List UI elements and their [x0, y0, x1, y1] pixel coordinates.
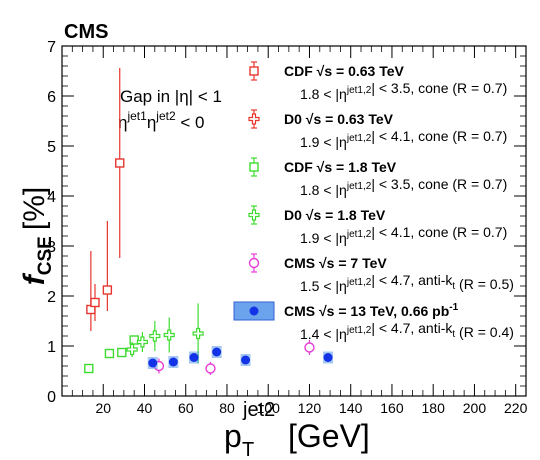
legend-detail: 1.4 < |ηjet1,2| < 4.7, anti-kt (R = 0.4) — [300, 320, 514, 342]
x-tick-label: 40 — [137, 400, 153, 416]
y-tick-label: 3 — [47, 239, 56, 256]
legend-title: CMS √s = 13 TeV, 0.66 pb-1 — [284, 302, 459, 319]
x-axis-label: p jet2 T [GeV] — [224, 399, 370, 460]
x-tick-label: 140 — [339, 400, 363, 416]
data-point — [192, 327, 204, 340]
data-point — [163, 329, 175, 341]
selection-annotation: Gap in |η| < 1 ηjet1ηjet2 < 0 — [118, 87, 222, 132]
x-tick-label: 160 — [380, 400, 404, 416]
legend-detail: 1.8 < |ηjet1,2| < 3.5, cone (R = 0.7) — [300, 176, 507, 198]
y-tick-label: 6 — [47, 89, 56, 106]
x-label-sub: T — [242, 439, 254, 460]
data-point — [136, 336, 149, 348]
annotation-line2: ηjet1ηjet2 < 0 — [118, 109, 205, 132]
data-point — [241, 355, 251, 365]
data-series — [84, 335, 139, 374]
legend-entry: CMS √s = 13 TeV, 0.66 pb-11.4 < |ηjet1,2… — [233, 301, 514, 342]
data-point — [102, 285, 113, 295]
y-tick-label: 5 — [47, 139, 56, 156]
experiment-label: CMS — [64, 21, 108, 43]
x-tick-label: 80 — [219, 400, 235, 416]
legend-title: CDF √s = 1.8 TeV — [284, 159, 397, 175]
data-point — [212, 347, 222, 357]
legend-detail: 1.5 < |ηjet1,2| < 4.7, anti-kt (R = 0.5) — [300, 272, 514, 294]
data-point — [248, 209, 260, 221]
y-tick-label: 0 — [47, 389, 56, 406]
legend-detail: 1.8 < |ηjet1,2| < 3.5, cone (R = 0.7) — [300, 80, 507, 102]
x-tick-label: 20 — [95, 400, 111, 416]
x-tick-label: 180 — [422, 400, 446, 416]
legend-title: CMS √s = 7 TeV — [284, 255, 387, 271]
svg-text:fCSE[%]: fCSE [%] — [18, 187, 56, 285]
axes: 0 1 2 3 4 5 6 7 20 40 60 80 100 120 140 160 180 200 220 — [47, 39, 527, 416]
y-tick-label: 2 — [47, 289, 56, 306]
data-point — [115, 158, 125, 168]
y-label-sub: CSE — [35, 236, 56, 275]
data-point — [249, 162, 259, 172]
data-point — [84, 363, 94, 374]
x-tick-label: 200 — [463, 400, 487, 416]
annotation-line1: Gap in |η| < 1 — [120, 87, 222, 106]
data-point — [205, 363, 216, 374]
x-tick-label: 220 — [504, 400, 528, 416]
data-point — [149, 330, 161, 342]
data-point — [248, 113, 260, 125]
x-tick-label: 60 — [178, 400, 194, 416]
legend-title: CDF √s = 0.63 TeV — [284, 63, 405, 79]
x-label-sup: jet2 — [242, 399, 275, 421]
x-tick-label: 100 — [257, 400, 281, 416]
data-point — [104, 348, 115, 359]
data-point — [90, 297, 100, 308]
y-tick-label: 7 — [47, 39, 56, 56]
legend-marker — [249, 306, 259, 316]
y-tick-label: 1 — [47, 339, 56, 356]
data-point — [249, 66, 259, 76]
x-tick-label: 120 — [298, 400, 322, 416]
y-axis-label: fCSE [%] — [18, 187, 56, 285]
y-tick-label: 4 — [47, 189, 56, 206]
data-point — [323, 353, 333, 362]
y-label-main: f — [18, 272, 51, 285]
data-point — [248, 257, 260, 269]
legend-detail: 1.9 < |ηjet1,2| < 4.1, cone (R = 0.7) — [300, 128, 507, 150]
data-series — [147, 346, 334, 369]
data-layer — [84, 68, 334, 375]
data-series — [86, 68, 125, 331]
legend-detail: 1.9 < |ηjet1,2| < 4.1, cone (R = 0.7) — [300, 224, 507, 246]
data-point — [168, 357, 178, 367]
x-label-main: p — [224, 418, 242, 454]
plot-frame — [61, 45, 527, 397]
legend-title: D0 √s = 0.63 TeV — [284, 111, 394, 127]
data-point — [148, 358, 158, 368]
y-label-unit: [%] — [18, 187, 51, 230]
data-point — [304, 342, 315, 353]
x-label-unit: [GeV] — [288, 418, 370, 454]
data-point — [126, 343, 138, 356]
data-point — [189, 353, 199, 362]
legend-title: D0 √s = 1.8 TeV — [284, 207, 386, 223]
data-point — [117, 347, 127, 358]
